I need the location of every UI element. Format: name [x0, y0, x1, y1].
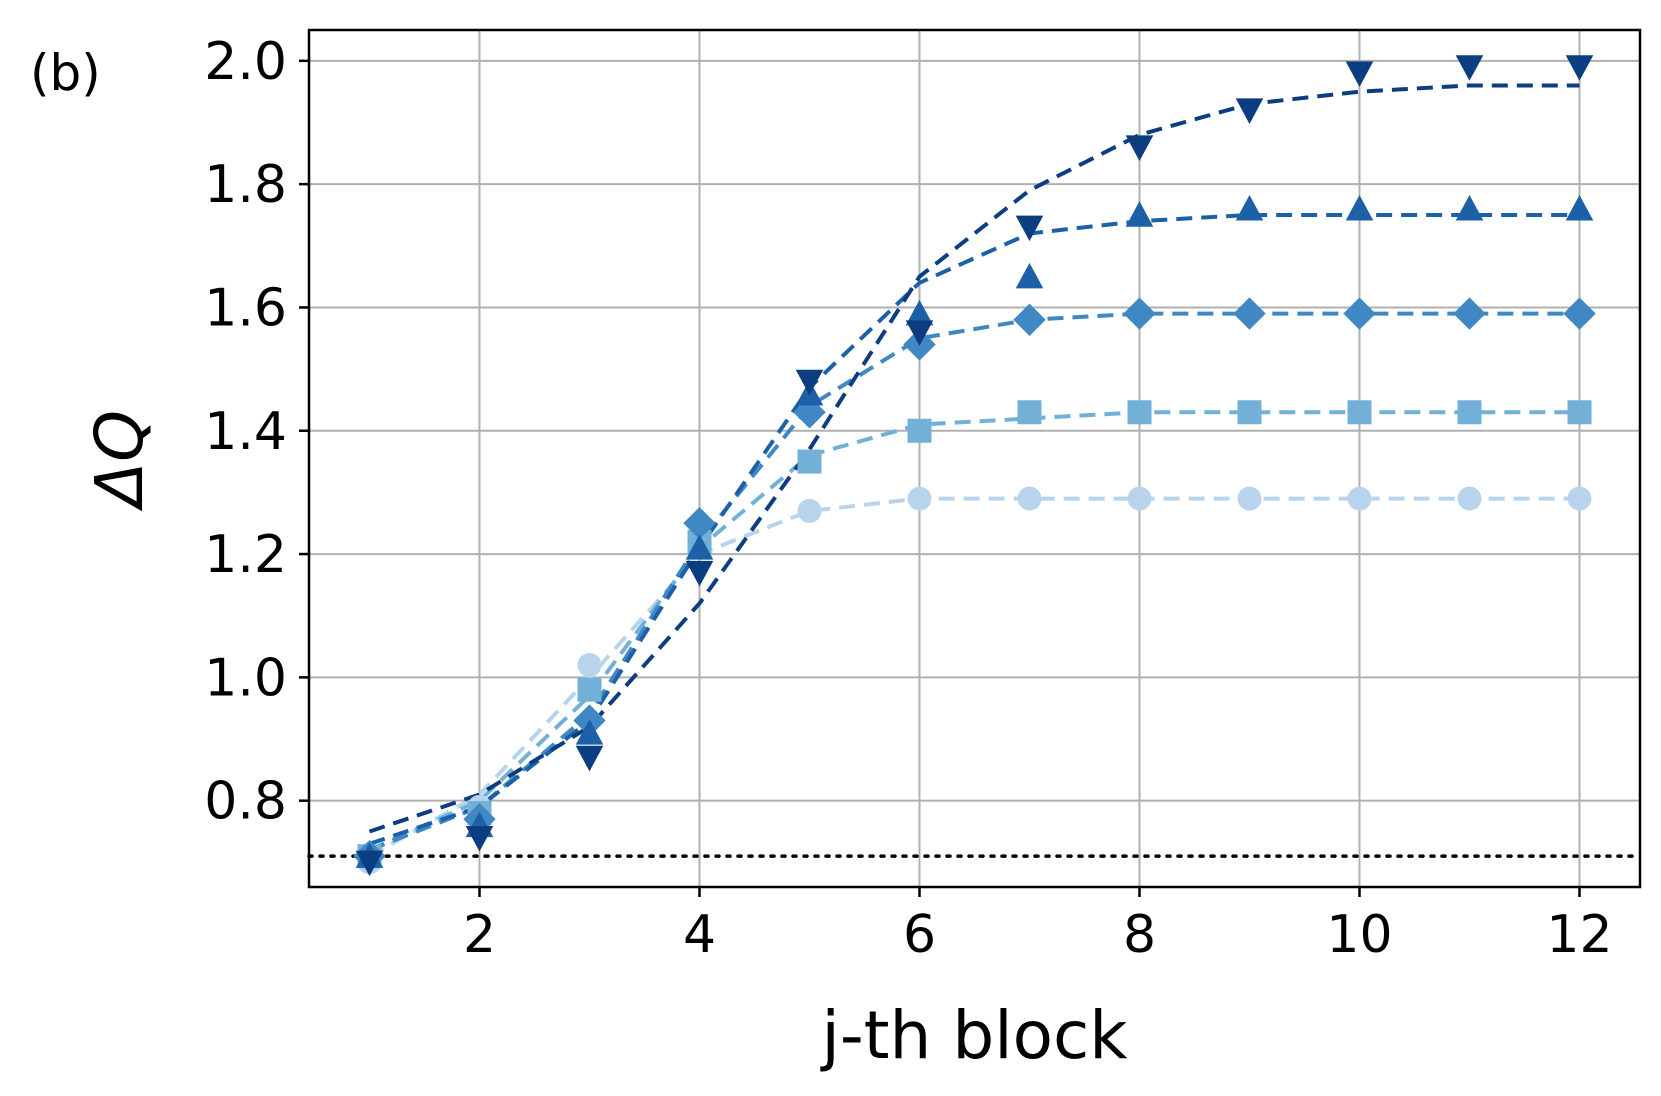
data-point-square	[1237, 400, 1262, 425]
data-point-diamond	[683, 507, 716, 540]
data-point-circle	[577, 653, 602, 678]
y-axis-label: ΔQ	[81, 410, 158, 512]
data-point-triangle-down	[905, 320, 934, 346]
x-tick-label: 4	[683, 905, 716, 965]
data-point-triangle-up	[1015, 262, 1044, 289]
data-point-circle	[1347, 486, 1372, 511]
y-tick-label: 0.8	[204, 772, 287, 832]
data-point-triangle-up	[685, 534, 714, 560]
data-point-diamond	[1453, 297, 1486, 330]
data-point-square	[1347, 400, 1372, 425]
data-point-square	[1457, 400, 1482, 425]
data-point-triangle-up	[905, 299, 934, 326]
data-point-circle	[1237, 486, 1262, 511]
x-tick-label: 2	[463, 905, 496, 965]
data-point-circle	[907, 486, 932, 511]
plot-frame	[307, 28, 1642, 889]
y-tick-label: 1.8	[204, 155, 287, 215]
data-point-triangle-up	[1345, 194, 1374, 221]
y-tick-label: 1.4	[204, 402, 287, 462]
data-point-triangle-down	[685, 560, 714, 587]
data-point-square	[1567, 400, 1592, 425]
y-tick-label: 1.0	[204, 648, 287, 708]
data-point-triangle-up	[1235, 194, 1264, 221]
data-point-diamond	[1563, 297, 1596, 330]
y-tick-label: 1.6	[204, 278, 287, 338]
x-tick-label: 6	[903, 905, 936, 965]
data-point-circle	[1017, 486, 1042, 511]
axis-ticks: 2 4 6 8 10 12 0.8 1.0 1.2 1.4 1.6 1.8 2.0	[204, 32, 1612, 965]
y-tick-label: 1.2	[204, 525, 287, 585]
data-point-triangle-down	[575, 745, 604, 772]
data-point-square	[1017, 400, 1042, 425]
data-point-triangle-up	[1455, 194, 1484, 221]
data-markers	[353, 55, 1596, 877]
x-axis-label: j-th block	[820, 997, 1129, 1074]
data-point-triangle-down	[1125, 135, 1154, 161]
data-point-diamond	[1013, 303, 1046, 336]
data-point-triangle-down	[465, 825, 494, 852]
grid-lines	[309, 30, 1640, 887]
data-point-circle	[1457, 486, 1482, 511]
data-point-triangle-down	[1565, 55, 1594, 81]
data-point-triangle-up	[1565, 194, 1594, 221]
data-point-diamond	[1123, 297, 1156, 330]
data-point-square	[907, 418, 932, 443]
fit-lines	[368, 83, 1580, 858]
data-point-triangle-up	[1125, 201, 1154, 227]
data-point-triangle-down	[1235, 98, 1264, 124]
data-point-square	[797, 449, 822, 474]
series-fit-line	[368, 83, 1580, 834]
data-point-circle	[1567, 486, 1592, 511]
series-fit-line	[368, 496, 1580, 858]
x-tick-label: 8	[1123, 905, 1156, 965]
data-point-circle	[1127, 486, 1152, 511]
panel-label: (b)	[30, 44, 101, 102]
data-point-triangle-up	[575, 719, 604, 745]
data-point-triangle-down	[355, 850, 384, 877]
y-tick-label: 2.0	[204, 32, 287, 92]
data-point-circle	[797, 498, 822, 523]
series-fit-line	[368, 212, 1580, 846]
data-point-triangle-down	[1345, 61, 1374, 87]
data-point-square	[1127, 400, 1152, 425]
x-tick-label: 10	[1326, 905, 1392, 965]
data-point-diamond	[1233, 297, 1266, 330]
data-point-triangle-down	[1015, 215, 1044, 242]
data-point-diamond	[1343, 297, 1376, 330]
data-point-triangle-down	[1455, 55, 1484, 81]
data-point-square	[577, 677, 602, 702]
series-fit-line	[368, 311, 1580, 852]
data-point-triangle-down	[795, 369, 824, 396]
x-tick-label: 12	[1546, 905, 1612, 965]
